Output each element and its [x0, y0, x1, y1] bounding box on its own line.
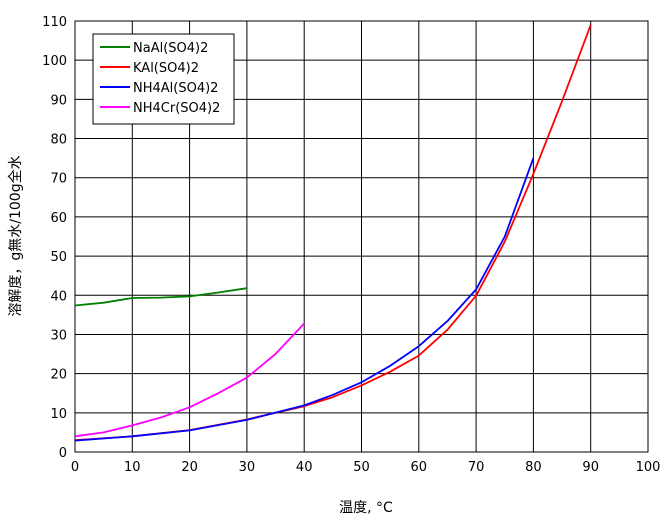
x-tick-label: 0 [71, 460, 79, 475]
x-tick-label: 100 [636, 460, 661, 475]
x-tick-label: 10 [124, 460, 141, 475]
legend-label-2: NH4Al(SO4)2 [133, 81, 218, 96]
x-tick-label: 90 [582, 460, 599, 475]
y-tick-label: 40 [50, 289, 67, 304]
y-tick-label: 20 [50, 368, 67, 383]
y-tick-label: 70 [50, 172, 67, 187]
legend-label-3: NH4Cr(SO4)2 [133, 101, 220, 116]
series-line-3 [74, 322, 305, 438]
y-tick-label: 60 [50, 211, 67, 226]
x-axis: 0 10 20 30 40 50 60 70 80 90 100 [71, 460, 661, 475]
x-tick-label: 50 [353, 460, 370, 475]
y-tick-label: 110 [42, 15, 67, 30]
x-axis-title: 温度, °C [339, 500, 393, 516]
y-tick-label: 90 [50, 93, 67, 108]
grid [75, 21, 648, 452]
x-tick-label: 30 [239, 460, 256, 475]
y-axis: 0 10 20 30 40 50 60 70 80 90 100 110 [42, 15, 67, 461]
y-tick-label: 50 [50, 250, 67, 265]
legend-box [92, 33, 235, 125]
y-tick-label: 30 [50, 328, 67, 343]
series-group [74, 24, 592, 442]
y-tick-label: 10 [50, 407, 67, 422]
y-tick-label: 100 [42, 54, 67, 69]
series-line-2 [74, 157, 535, 442]
x-tick-label: 80 [525, 460, 542, 475]
x-tick-label: 20 [181, 460, 198, 475]
legend-label-0: NaAl(SO4)2 [133, 41, 208, 56]
x-tick-label: 70 [468, 460, 485, 475]
legend-label-1: KAl(SO4)2 [133, 61, 199, 76]
y-tick-label: 0 [59, 446, 67, 461]
series-line-0 [74, 287, 248, 307]
legend: NaAl(SO4)2 KAl(SO4)2 NH4Al(SO4)2 NH4Cr(SO4)… [92, 33, 235, 125]
y-tick-label: 80 [50, 133, 67, 148]
x-tick-label: 40 [296, 460, 313, 475]
y-axis-title: 溶解度，g無水/100g全水 [7, 155, 24, 316]
x-tick-label: 60 [411, 460, 428, 475]
